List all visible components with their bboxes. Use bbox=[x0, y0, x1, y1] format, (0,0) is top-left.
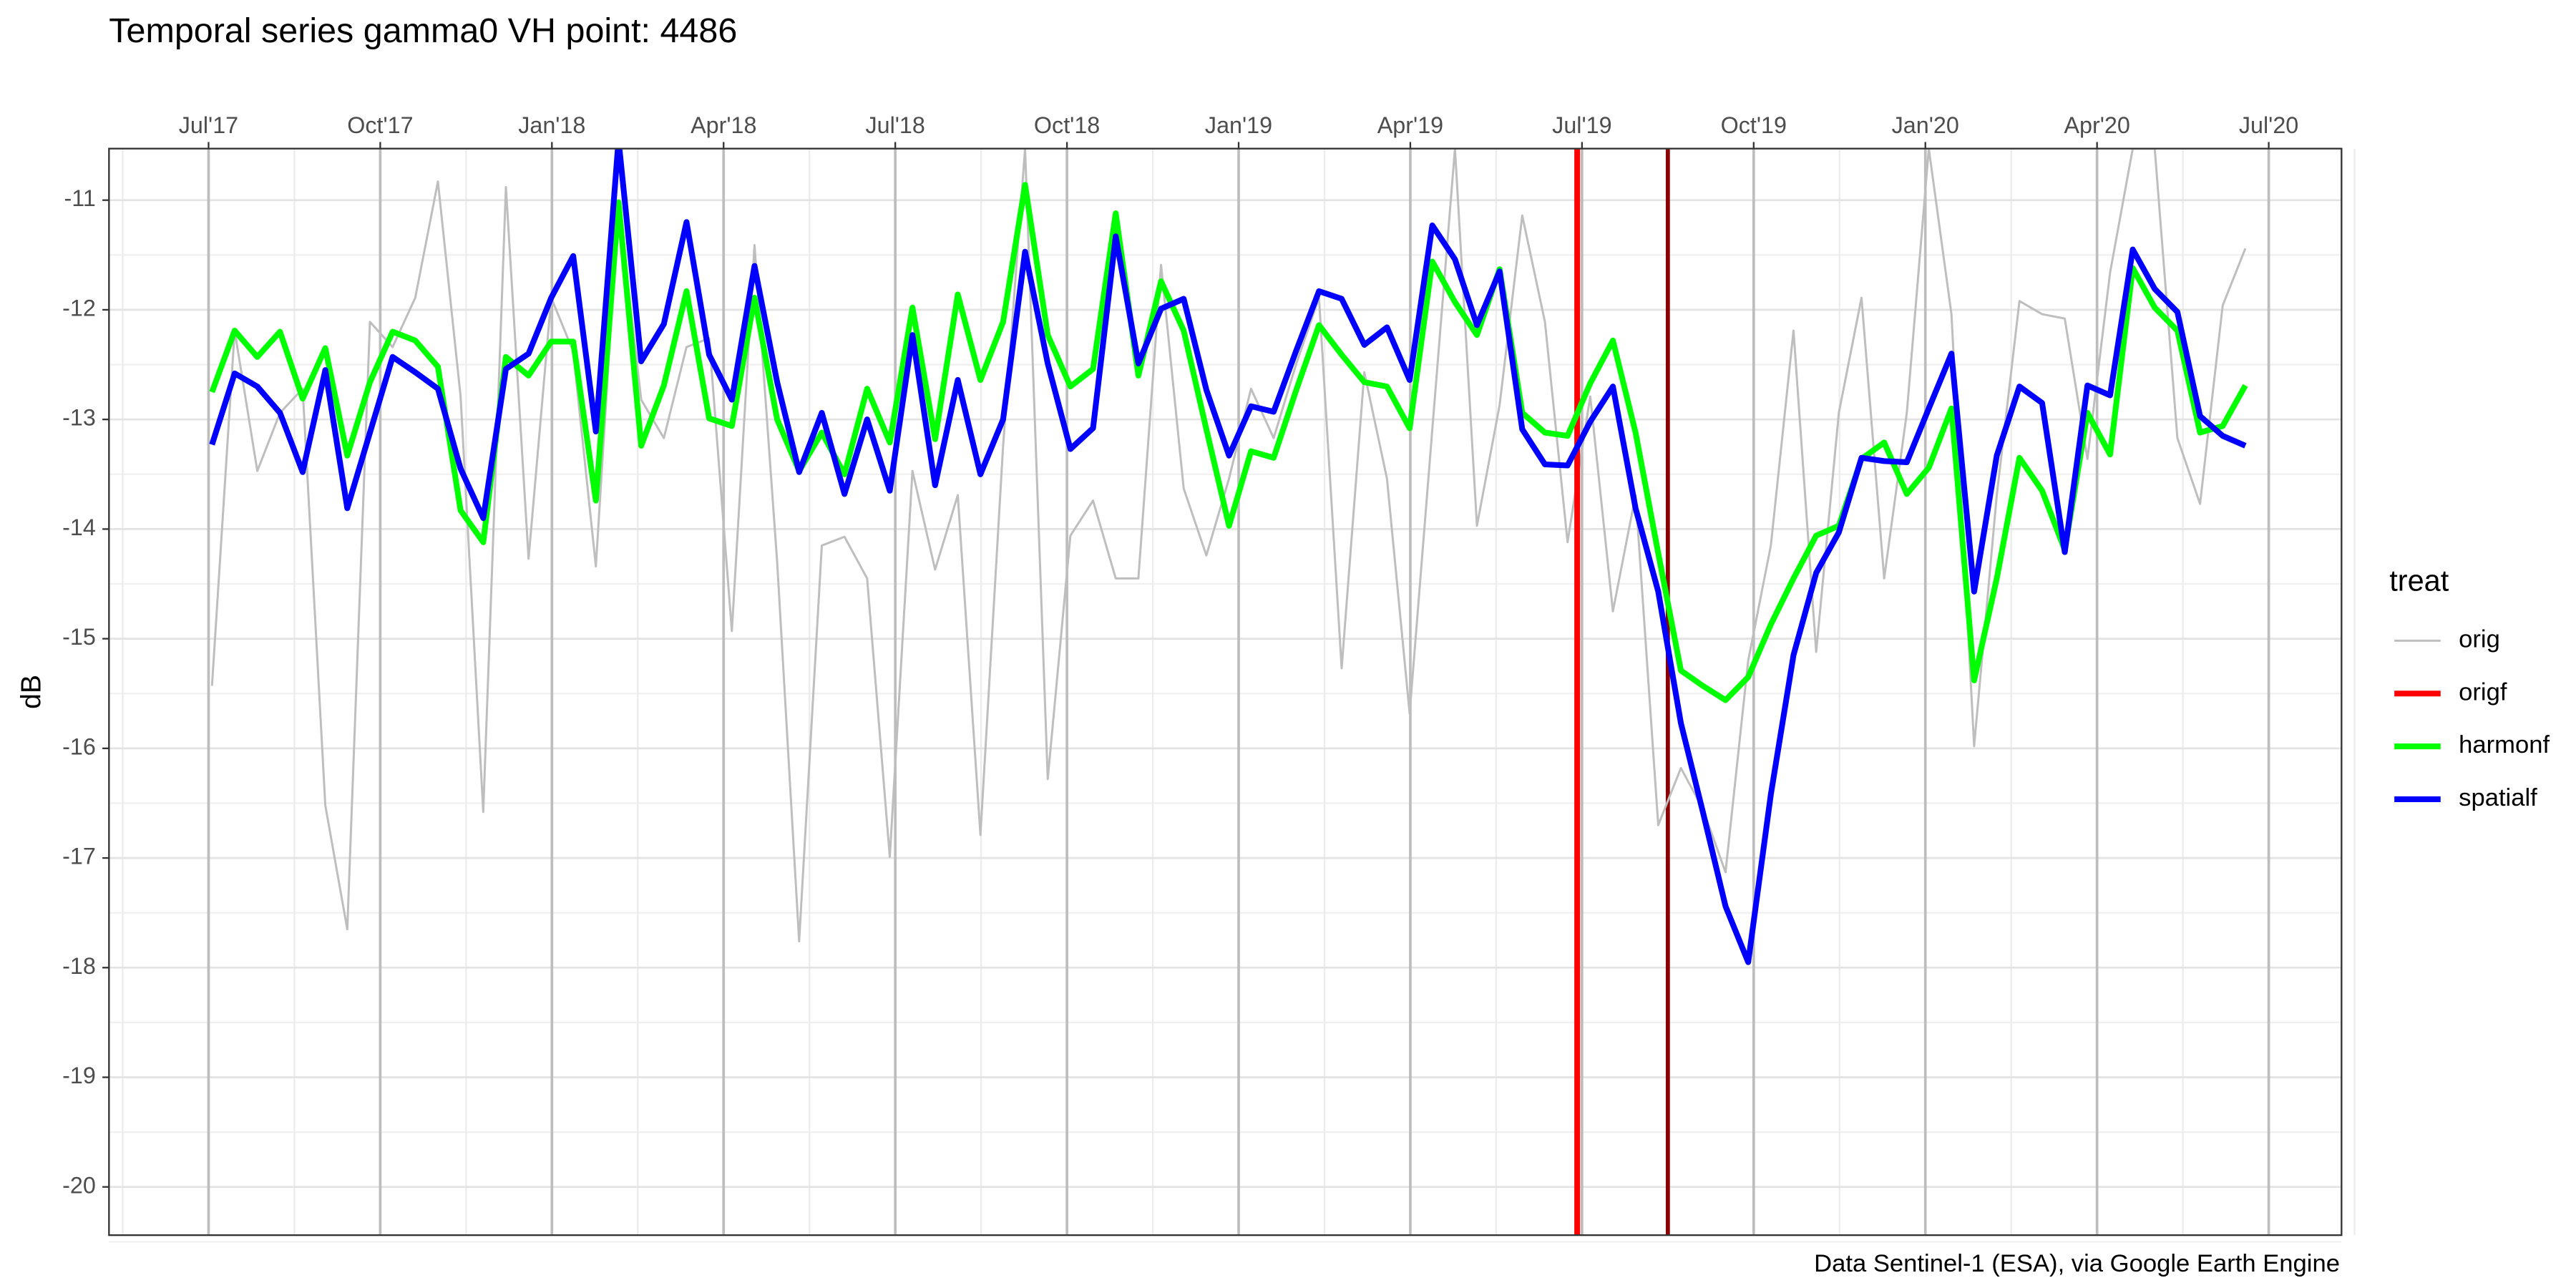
x-tick-label: Jan'18 bbox=[518, 112, 585, 138]
axes: -20 -19 -18 -17 -16 -15 -14 -13 -12 -11 Jul'17 Oct'… bbox=[62, 112, 2298, 1198]
y-tick-label: -13 bbox=[62, 405, 96, 431]
y-tick-label: -16 bbox=[62, 733, 96, 759]
x-tick-label: Jul'18 bbox=[865, 112, 924, 138]
x-tick-label: Apr'20 bbox=[2064, 112, 2129, 138]
legend-label: orig bbox=[2459, 626, 2500, 653]
x-tick-label: Jan'20 bbox=[1892, 112, 1959, 138]
plot-border bbox=[108, 147, 2343, 1236]
y-tick-label: -17 bbox=[62, 844, 96, 869]
x-tick-label: Apr'19 bbox=[1377, 112, 1443, 138]
x-tick-label: Jan'19 bbox=[1205, 112, 1272, 138]
x-tick-label: Apr'18 bbox=[691, 112, 756, 138]
x-tick-label: Jul'19 bbox=[1552, 112, 1611, 138]
y-tick-label: -18 bbox=[62, 953, 96, 979]
series-line bbox=[209, 148, 2247, 965]
y-tick-label: -19 bbox=[62, 1063, 96, 1088]
x-tick-label: Jul'20 bbox=[2239, 112, 2298, 138]
y-tick-label: -20 bbox=[62, 1172, 96, 1198]
x-tick-label: Oct'18 bbox=[1034, 112, 1100, 138]
grid bbox=[109, 148, 2356, 1243]
x-tick-label: Oct'19 bbox=[1721, 112, 1787, 138]
x-tick-label: Oct'17 bbox=[347, 112, 413, 138]
y-tick-label: -12 bbox=[62, 295, 96, 321]
series-line bbox=[209, 182, 2248, 703]
chart-title: Temporal series gamma0 VH point: 4486 bbox=[109, 11, 737, 50]
legend-label: spatialf bbox=[2459, 784, 2537, 811]
legend-label: origf bbox=[2459, 678, 2507, 706]
x-tick-label: Jul'17 bbox=[179, 112, 238, 138]
legend: orig origf harmonf spatialf bbox=[2394, 626, 2550, 811]
y-tick-label: -11 bbox=[64, 185, 96, 211]
y-axis-label: dB bbox=[16, 675, 47, 709]
caption: Data Sentinel-1 (ESA), via Google Earth … bbox=[1814, 1250, 2340, 1277]
y-tick-label: -15 bbox=[62, 624, 96, 650]
legend-title: treat bbox=[2389, 564, 2449, 597]
y-tick-label: -14 bbox=[62, 514, 96, 540]
plot-background bbox=[109, 148, 2342, 1236]
plot-area bbox=[209, 148, 2248, 1236]
legend-label: harmonf bbox=[2459, 731, 2550, 758]
